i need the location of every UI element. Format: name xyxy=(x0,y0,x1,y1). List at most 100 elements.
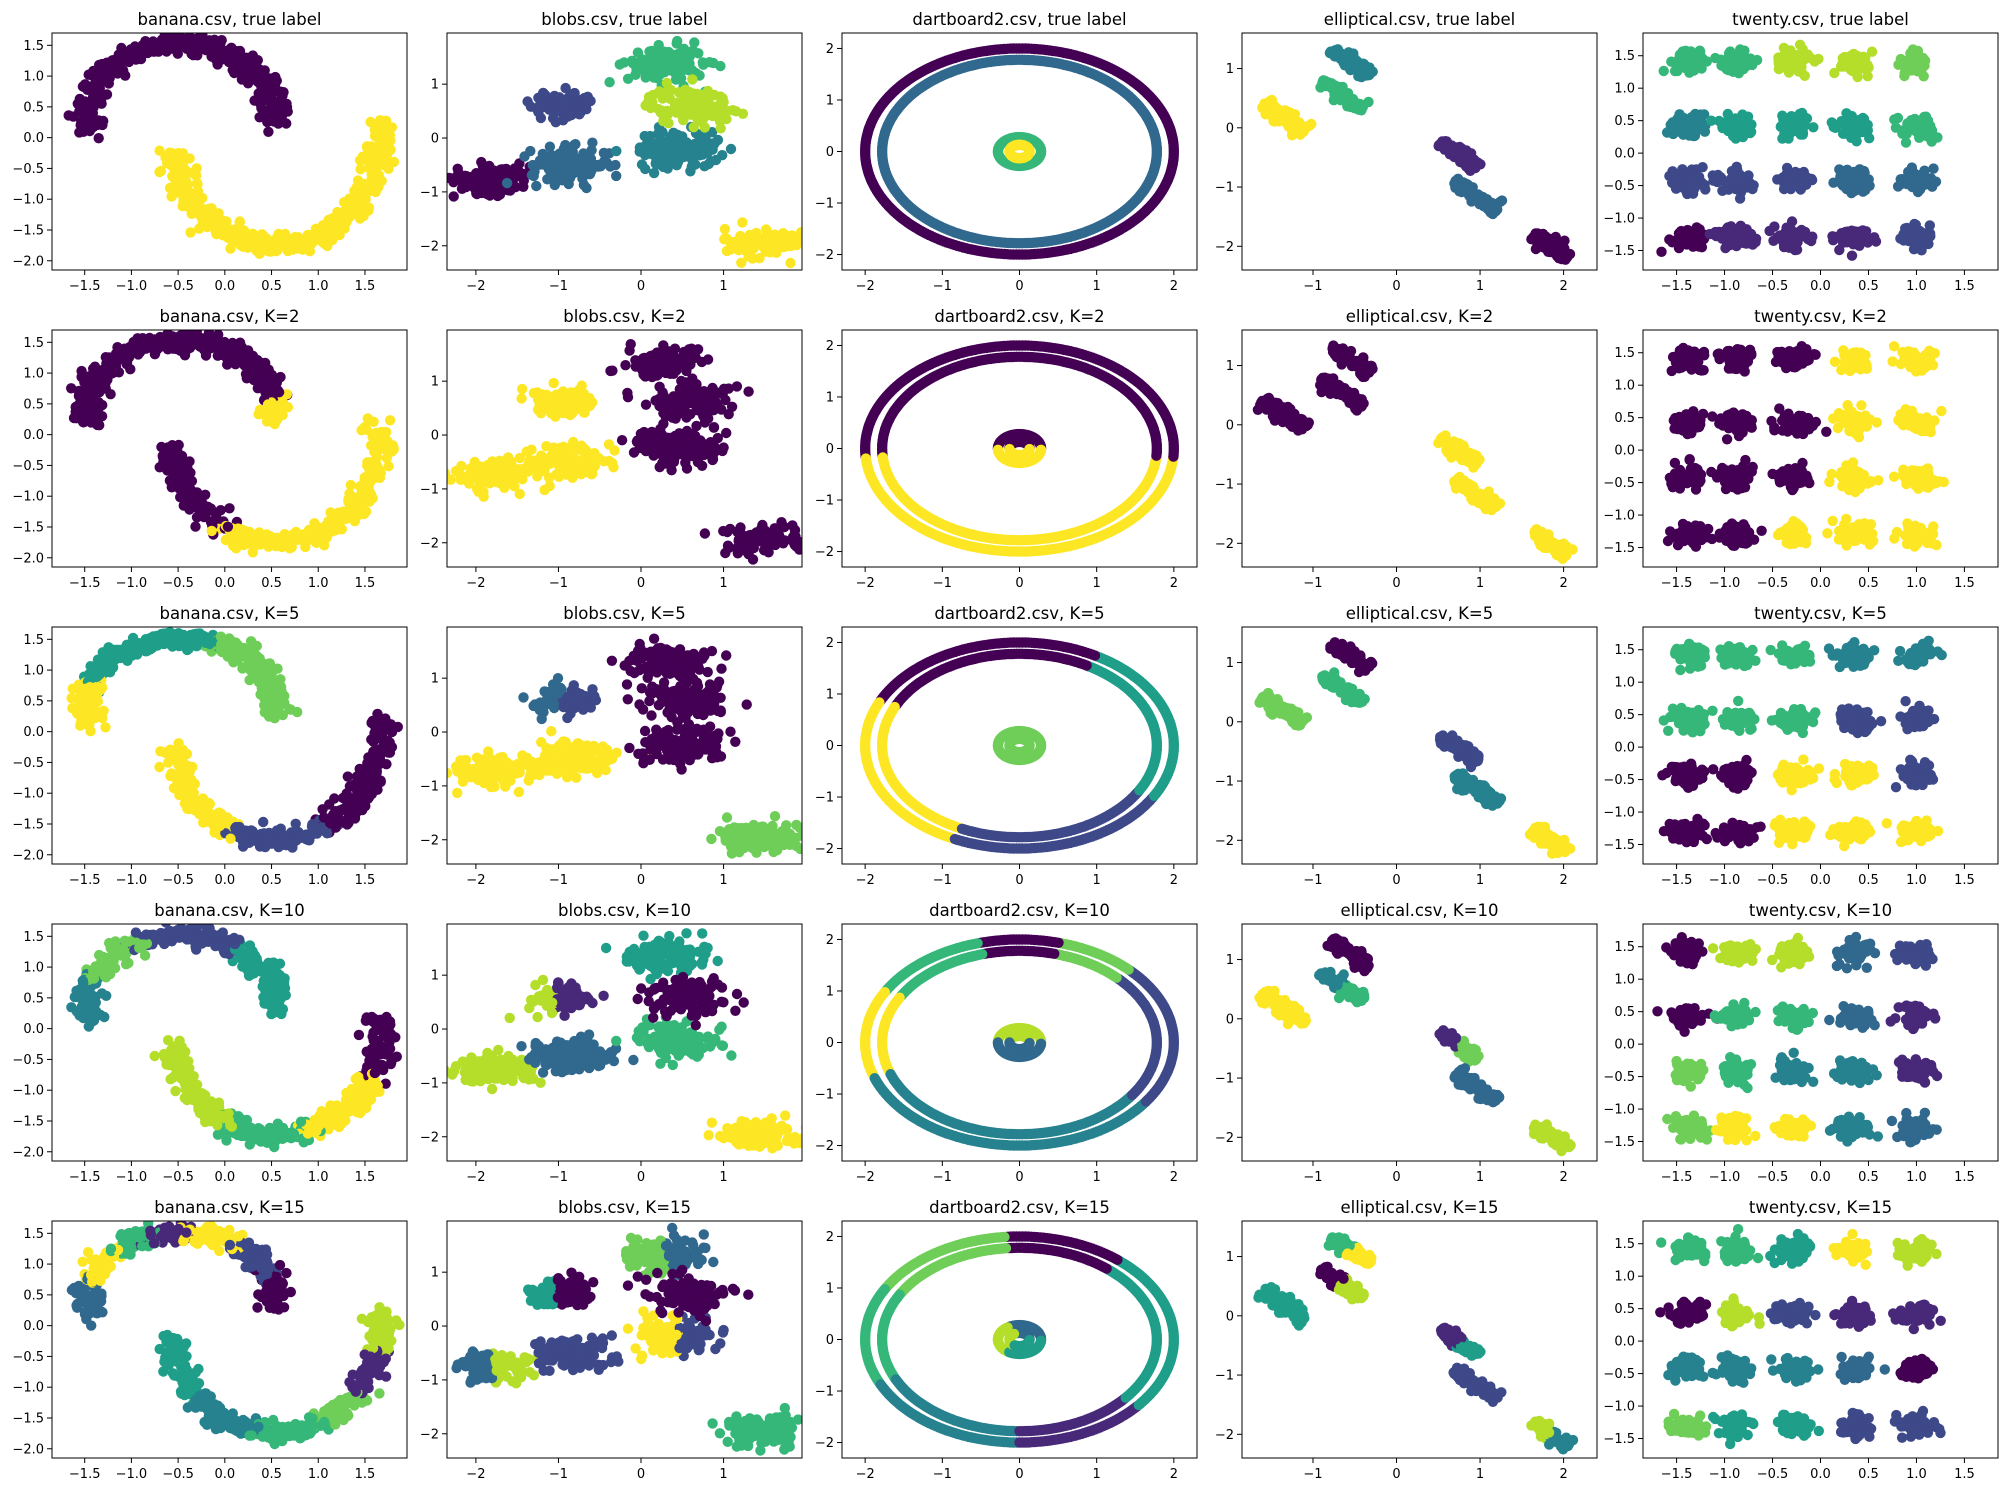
data-point xyxy=(1786,61,1798,72)
x-tick-label: 0.5 xyxy=(1858,279,1879,294)
x-tick-label: −2 xyxy=(856,279,875,294)
data-point xyxy=(586,145,597,156)
data-point xyxy=(575,107,586,118)
x-tick-label: −1 xyxy=(549,279,568,294)
data-point xyxy=(1697,162,1708,173)
data-point xyxy=(1909,238,1921,249)
data-point xyxy=(717,150,728,161)
data-point xyxy=(685,146,697,157)
y-tick-label: 2 xyxy=(826,42,834,57)
data-point xyxy=(283,239,295,250)
data-point xyxy=(1446,147,1457,158)
y-tick-label: −1.0 xyxy=(1603,212,1635,227)
scatter-points xyxy=(63,33,400,259)
data-point xyxy=(647,63,658,75)
data-point xyxy=(598,147,610,159)
x-tick-label: −2 xyxy=(466,279,485,294)
panel-title: banana.csv, true label xyxy=(138,10,322,29)
data-point xyxy=(104,62,116,73)
data-point xyxy=(736,257,747,268)
data-point xyxy=(782,234,794,245)
data-point xyxy=(698,59,709,70)
data-point xyxy=(383,461,394,472)
data-point xyxy=(362,155,374,166)
y-tick-label: 0 xyxy=(1226,121,1234,136)
data-point xyxy=(639,149,651,161)
data-point xyxy=(604,77,615,88)
data-point xyxy=(1739,45,1750,56)
data-point xyxy=(652,72,663,84)
x-tick-label: 2 xyxy=(1170,279,1178,294)
data-point xyxy=(341,203,352,215)
data-point xyxy=(1740,55,1752,66)
data-point xyxy=(811,235,821,245)
panel-title: dartboard2.csv, true label xyxy=(912,10,1126,29)
data-point xyxy=(1866,46,1878,57)
data-point xyxy=(1853,56,1865,68)
data-point xyxy=(1358,67,1370,79)
data-point xyxy=(384,415,396,426)
x-tick-label: −1.0 xyxy=(116,279,148,294)
data-point xyxy=(1723,177,1735,188)
data-point xyxy=(358,508,370,520)
data-point xyxy=(665,85,676,96)
data-point xyxy=(1836,231,1847,242)
data-point xyxy=(1035,147,1047,158)
data-point xyxy=(1799,170,1810,181)
data-point xyxy=(687,65,698,76)
data-point xyxy=(785,257,796,269)
data-point xyxy=(587,137,598,148)
data-point xyxy=(611,170,622,182)
scatter-points xyxy=(66,330,399,558)
data-point xyxy=(1781,173,1792,184)
data-point xyxy=(719,223,731,235)
data-point xyxy=(707,105,719,117)
axes-frame xyxy=(841,32,1198,271)
y-tick-label: −1 xyxy=(1215,181,1234,196)
data-point xyxy=(1545,246,1556,258)
data-point xyxy=(481,188,493,200)
x-tick-label: −0.5 xyxy=(1757,279,1789,294)
data-point xyxy=(1903,121,1914,133)
data-point xyxy=(1456,152,1467,163)
data-point xyxy=(1151,148,1163,159)
data-point xyxy=(1295,125,1307,136)
data-point xyxy=(1737,131,1749,143)
data-point xyxy=(1841,108,1852,119)
data-point xyxy=(74,127,85,138)
data-point xyxy=(510,181,521,193)
data-point xyxy=(1777,133,1788,144)
y-tick-label: −2 xyxy=(815,248,834,263)
data-point xyxy=(670,138,681,150)
data-point xyxy=(662,163,673,174)
data-point xyxy=(1920,119,1931,130)
y-tick-label: 0.0 xyxy=(23,131,44,146)
y-tick-label: −0.5 xyxy=(12,162,44,177)
data-point xyxy=(657,127,668,138)
data-point xyxy=(476,156,487,168)
panel-title: elliptical.csv, true label xyxy=(1324,10,1515,29)
scatter-points xyxy=(1257,44,1576,265)
data-point xyxy=(89,116,101,127)
data-point xyxy=(1679,57,1690,68)
data-point xyxy=(489,176,501,188)
y-tick-label: 1.0 xyxy=(1614,82,1635,97)
x-tick-label: 1.5 xyxy=(1954,279,1975,294)
data-point xyxy=(487,165,498,176)
data-point xyxy=(254,112,265,123)
data-point xyxy=(721,233,733,244)
data-point xyxy=(675,73,687,84)
x-tick-label: 0 xyxy=(637,279,645,294)
data-point xyxy=(531,180,542,192)
data-point xyxy=(566,109,577,121)
data-point xyxy=(1870,236,1882,247)
data-point xyxy=(184,153,195,164)
data-point xyxy=(1829,67,1840,79)
data-point xyxy=(1667,236,1679,247)
data-point xyxy=(653,141,665,153)
data-point xyxy=(191,177,203,189)
data-point xyxy=(191,163,202,174)
data-point xyxy=(192,44,204,55)
data-point xyxy=(1339,87,1351,98)
